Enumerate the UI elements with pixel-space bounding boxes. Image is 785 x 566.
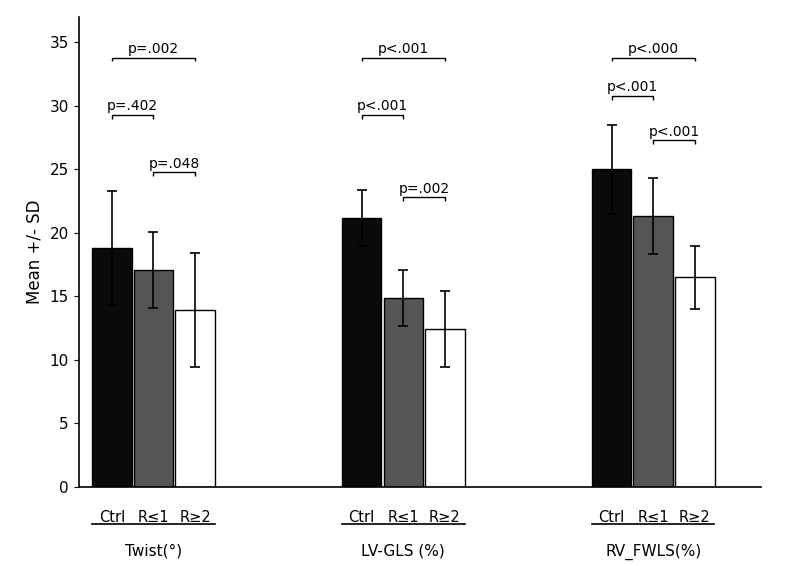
Text: Ctrl: Ctrl [598, 509, 625, 525]
Y-axis label: Mean +/- SD: Mean +/- SD [26, 200, 44, 304]
Text: p<.001: p<.001 [378, 42, 429, 57]
Text: R≤1: R≤1 [388, 509, 419, 525]
Bar [342, 217, 382, 487]
Text: Twist(°): Twist(°) [125, 544, 182, 559]
Text: R≥2: R≥2 [679, 509, 710, 525]
Text: p=.048: p=.048 [148, 157, 200, 170]
Bar [675, 277, 714, 487]
Bar [175, 310, 215, 487]
Text: R≥2: R≥2 [429, 509, 461, 525]
Text: RV_FWLS(%): RV_FWLS(%) [605, 544, 701, 560]
Text: R≤1: R≤1 [637, 509, 669, 525]
Text: p=.002: p=.002 [128, 42, 179, 57]
Text: p<.000: p<.000 [628, 42, 679, 57]
Text: p=.002: p=.002 [399, 182, 450, 196]
Text: p<.001: p<.001 [648, 125, 699, 139]
Text: Ctrl: Ctrl [349, 509, 374, 525]
Text: Ctrl: Ctrl [99, 509, 125, 525]
Bar [425, 329, 465, 487]
Bar [384, 298, 423, 487]
Bar [592, 169, 631, 487]
Text: p<.001: p<.001 [607, 80, 658, 95]
Bar [92, 248, 132, 487]
Text: p=.402: p=.402 [107, 100, 159, 113]
Text: R≤1: R≤1 [137, 509, 170, 525]
Bar [133, 269, 173, 487]
Text: p<.001: p<.001 [357, 100, 408, 113]
Text: LV-GLS (%): LV-GLS (%) [361, 544, 445, 559]
Text: R≥2: R≥2 [179, 509, 211, 525]
Bar [633, 216, 673, 487]
